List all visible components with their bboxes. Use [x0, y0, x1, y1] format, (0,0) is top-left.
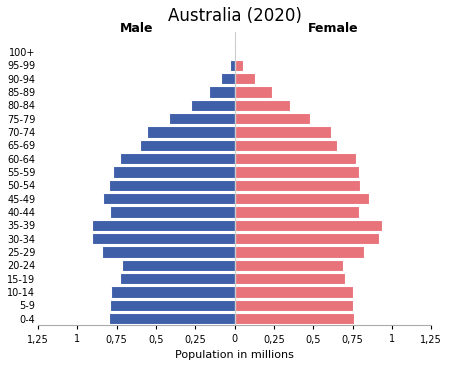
- Bar: [110, 207, 235, 218]
- Bar: [235, 287, 352, 298]
- Text: Female: Female: [308, 22, 358, 35]
- Bar: [221, 73, 235, 84]
- Bar: [111, 287, 235, 298]
- Bar: [102, 193, 235, 204]
- Bar: [113, 166, 235, 178]
- Bar: [109, 313, 235, 324]
- Bar: [169, 113, 235, 124]
- Bar: [235, 73, 255, 84]
- Bar: [147, 126, 235, 138]
- Bar: [92, 233, 235, 244]
- Bar: [111, 287, 235, 298]
- Bar: [235, 300, 353, 311]
- Bar: [122, 260, 235, 271]
- Bar: [230, 60, 235, 71]
- Bar: [235, 193, 369, 204]
- Bar: [102, 247, 235, 258]
- Bar: [120, 153, 235, 164]
- Bar: [235, 140, 337, 151]
- Bar: [235, 233, 379, 244]
- Text: Male: Male: [119, 22, 153, 35]
- Bar: [110, 300, 235, 311]
- Bar: [169, 113, 235, 124]
- Bar: [235, 166, 359, 178]
- Bar: [235, 46, 236, 58]
- Bar: [235, 233, 379, 244]
- Bar: [235, 60, 242, 71]
- Bar: [235, 287, 352, 298]
- Title: Australia (2020): Australia (2020): [167, 7, 302, 25]
- Bar: [235, 260, 343, 271]
- Bar: [191, 100, 235, 111]
- Bar: [235, 73, 255, 84]
- Bar: [120, 153, 235, 164]
- Bar: [235, 140, 337, 151]
- Bar: [235, 313, 354, 324]
- Bar: [102, 247, 235, 258]
- Bar: [209, 86, 235, 98]
- Bar: [235, 273, 345, 284]
- Bar: [120, 273, 235, 284]
- Bar: [235, 86, 273, 98]
- Bar: [235, 180, 361, 191]
- Bar: [234, 46, 235, 58]
- Bar: [221, 73, 235, 84]
- Bar: [235, 180, 361, 191]
- Bar: [109, 180, 235, 191]
- Bar: [235, 153, 356, 164]
- Bar: [113, 166, 235, 178]
- Bar: [230, 60, 235, 71]
- Bar: [140, 140, 235, 151]
- Bar: [235, 247, 364, 258]
- Bar: [235, 153, 356, 164]
- Bar: [110, 207, 235, 218]
- Bar: [140, 140, 235, 151]
- Bar: [122, 260, 235, 271]
- Bar: [235, 193, 369, 204]
- Bar: [235, 313, 354, 324]
- Bar: [92, 220, 235, 231]
- Bar: [235, 166, 359, 178]
- Bar: [235, 247, 364, 258]
- Bar: [235, 113, 310, 124]
- Bar: [92, 233, 235, 244]
- X-axis label: Population in millions: Population in millions: [175, 350, 294, 360]
- Bar: [235, 126, 331, 138]
- Bar: [147, 126, 235, 138]
- Bar: [235, 260, 343, 271]
- Bar: [235, 273, 345, 284]
- Bar: [235, 220, 383, 231]
- Bar: [234, 46, 235, 58]
- Bar: [209, 86, 235, 98]
- Bar: [235, 86, 273, 98]
- Bar: [235, 300, 353, 311]
- Bar: [235, 46, 236, 58]
- Bar: [235, 113, 310, 124]
- Bar: [110, 300, 235, 311]
- Bar: [102, 193, 235, 204]
- Bar: [235, 220, 383, 231]
- Bar: [235, 207, 359, 218]
- Bar: [109, 313, 235, 324]
- Bar: [109, 180, 235, 191]
- Bar: [235, 60, 242, 71]
- Bar: [191, 100, 235, 111]
- Bar: [235, 126, 331, 138]
- Bar: [235, 100, 290, 111]
- Bar: [235, 207, 359, 218]
- Bar: [92, 220, 235, 231]
- Bar: [235, 100, 290, 111]
- Bar: [120, 273, 235, 284]
